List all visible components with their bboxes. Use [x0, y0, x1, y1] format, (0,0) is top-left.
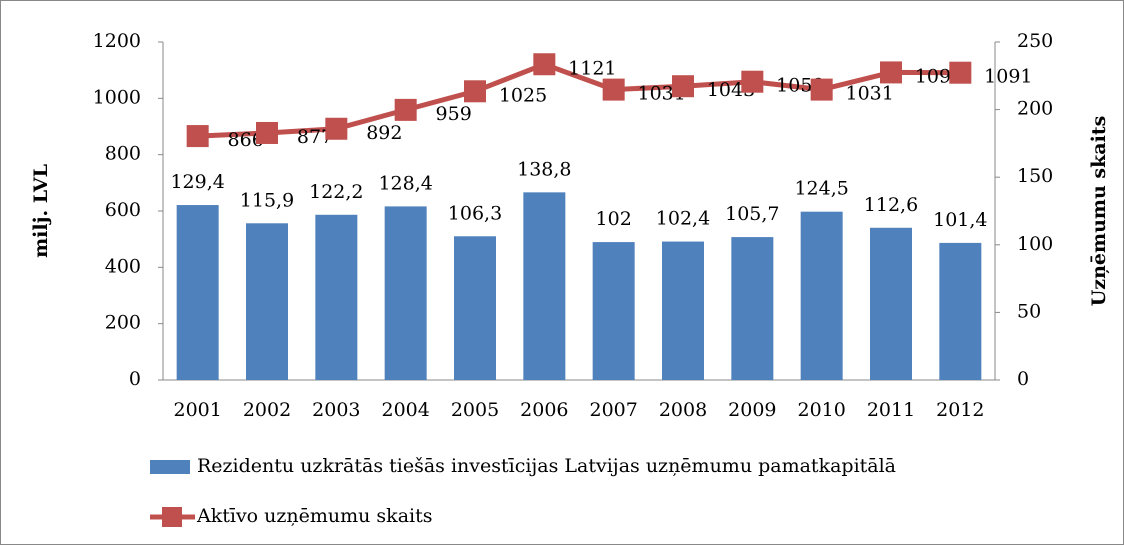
x-tick-label: 2008 [659, 399, 707, 421]
x-tick-label: 2009 [728, 399, 776, 421]
y-tick-label: 800 [105, 143, 141, 165]
line-marker [741, 70, 764, 93]
line-value-label: 866 [228, 129, 264, 151]
y2-axis-label: Uzņēmumu skaits [1088, 116, 1110, 307]
y-tick-label: 600 [105, 199, 141, 221]
bar [315, 214, 358, 380]
y2-tick-label: 50 [1017, 300, 1041, 322]
bar [592, 242, 635, 380]
y2-tick-label: 100 [1017, 233, 1053, 255]
line-marker [672, 75, 694, 98]
bar-value-label: 106,3 [448, 202, 502, 224]
bar-value-label: 112,6 [864, 194, 918, 216]
legend-marker [162, 507, 182, 527]
y-tick-label: 400 [105, 255, 141, 277]
line-value-label: 892 [366, 122, 402, 144]
legend-swatch [150, 460, 190, 474]
bar-value-label: 138,8 [517, 158, 571, 180]
bar [662, 241, 704, 380]
line-value-label: 877 [297, 126, 333, 148]
line-marker [186, 125, 209, 148]
y-tick-label: 200 [105, 312, 141, 334]
line-marker [533, 53, 556, 76]
legend-label: Aktīvo uzņēmumu skaits [196, 505, 433, 527]
line-marker [810, 78, 833, 101]
bar-value-label: 124,5 [794, 178, 848, 200]
bar-value-label: 102,4 [656, 208, 710, 230]
bar [523, 192, 566, 380]
bar [454, 236, 496, 380]
y2-tick-label: 200 [1017, 98, 1053, 120]
x-tick-label: 2002 [243, 399, 291, 421]
bar [939, 242, 982, 380]
y-tick-label: 1000 [93, 86, 141, 108]
y2-tick-label: 150 [1017, 165, 1053, 187]
x-tick-label: 2001 [173, 399, 221, 421]
bar [246, 223, 288, 380]
y-axis-label: milj. LVL [30, 164, 52, 258]
y2-tick-label: 0 [1017, 368, 1029, 390]
line-marker [256, 121, 278, 144]
x-tick-label: 2010 [797, 399, 845, 421]
bar-value-label: 122,2 [309, 181, 363, 203]
bar [384, 206, 427, 380]
bar [731, 237, 774, 380]
x-tick-label: 2007 [589, 399, 637, 421]
bar [800, 211, 843, 380]
bar-value-label: 129,4 [170, 171, 224, 193]
x-tick-label: 2004 [381, 399, 429, 421]
x-tick-label: 2012 [936, 399, 984, 421]
line-marker [880, 61, 902, 84]
x-tick-label: 2005 [451, 399, 499, 421]
legend-label: Rezidentu uzkrātās tiešās investīcijas L… [197, 455, 896, 477]
bar-value-label: 105,7 [725, 203, 779, 225]
x-tick-label: 2006 [520, 399, 568, 421]
line-marker [325, 117, 348, 140]
bar [176, 205, 219, 380]
bar-value-label: 102 [596, 208, 632, 230]
y-tick-label: 0 [129, 368, 141, 390]
line-value-label: 1091 [984, 66, 1032, 88]
line-marker [949, 61, 972, 84]
bar [870, 227, 912, 380]
line-marker [602, 78, 625, 101]
y2-tick-label: 250 [1017, 30, 1053, 52]
x-tick-label: 2003 [312, 399, 360, 421]
line-value-label: 1031 [845, 83, 893, 105]
x-tick-label: 2011 [867, 399, 915, 421]
line [197, 61, 961, 139]
bar-value-label: 101,4 [933, 209, 987, 231]
bar-value-label: 115,9 [240, 189, 294, 211]
line-value-label: 959 [436, 103, 472, 125]
line-marker [394, 98, 417, 121]
line-value-label: 1121 [568, 57, 616, 79]
line-marker [464, 80, 486, 103]
bar-value-label: 128,4 [378, 172, 432, 194]
y-tick-label: 1200 [93, 30, 141, 52]
line-value-label: 1025 [499, 84, 547, 106]
